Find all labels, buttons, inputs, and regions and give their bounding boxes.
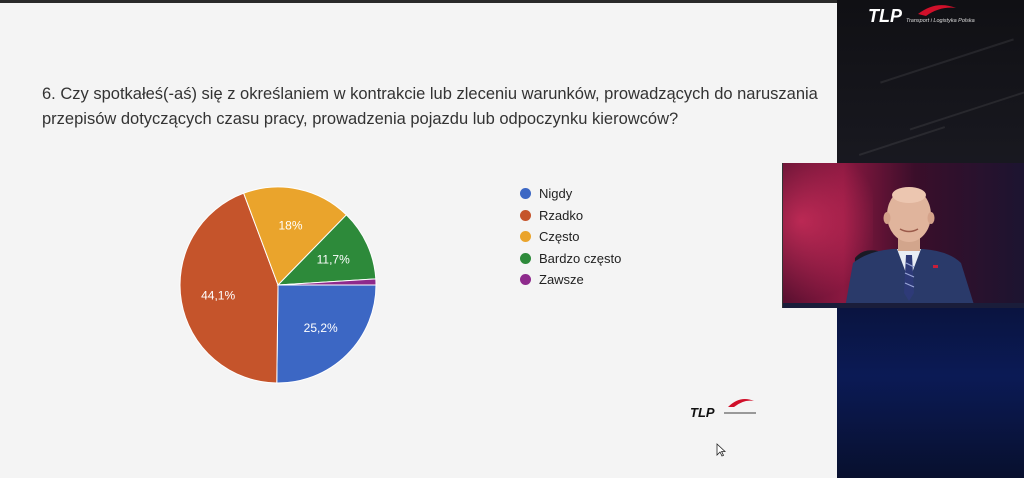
webcam-video (782, 163, 1024, 308)
pie-slice-bardzo-często (276, 214, 377, 286)
chart-legend: Nigdy Rzadko Często Bardzo często Zawsze (520, 183, 621, 291)
legend-swatch (520, 252, 531, 264)
pie-chart: 25,2% 44,1% 18% 11,7% (179, 186, 377, 384)
legend-item-rzadko: Rzadko (520, 205, 621, 227)
legend-label: Rzadko (539, 207, 584, 223)
survey-question: 6. Czy spotkałeś(-aś) się z określaniem … (42, 85, 818, 128)
pie-slice-zawsze (277, 278, 377, 286)
slide-logo-text: TLP (690, 405, 715, 420)
video-bottom-panel (837, 308, 1024, 478)
decorative-streak (909, 91, 1024, 131)
top-logo-swoosh (918, 5, 956, 16)
legend-swatch (520, 188, 531, 200)
pie-slice-nigdy (276, 284, 377, 384)
logo-swoosh (728, 399, 754, 407)
legend-item-bardzo-często: Bardzo często (520, 248, 621, 270)
tlp-logo-small: TLP (690, 399, 756, 420)
webcam-bottom-bar (783, 303, 1024, 308)
legend-swatch (520, 274, 531, 286)
legend-label: Nigdy (539, 186, 573, 202)
presentation-slide: 6. Czy spotkałeś(-aś) się z określaniem … (0, 0, 837, 478)
legend-label: Bardzo często (539, 250, 622, 266)
legend-label: Zawsze (539, 272, 584, 288)
legend-item-nigdy: Nigdy (520, 183, 621, 205)
pie-label-często: 18% (278, 219, 302, 233)
pie-label-rzadko: 44,1% (201, 288, 235, 302)
top-strip (0, 0, 837, 3)
pie-label-nigdy: 25,2% (304, 321, 338, 335)
presenter-silhouette (845, 187, 975, 308)
legend-item-zawsze: Zawsze (520, 269, 621, 291)
legend-swatch (520, 209, 531, 221)
pie-slice-rzadko (179, 192, 279, 384)
decorative-streak (880, 38, 1014, 84)
decorative-streak (858, 126, 946, 156)
top-logo-subtitle: Transport i Logistyka Polska (906, 18, 975, 24)
pie-label-bardzo-często: 11,7% (317, 253, 350, 267)
legend-label: Często (539, 229, 580, 245)
legend-swatch (520, 231, 531, 243)
top-logo-text: TLP (868, 6, 903, 26)
pie-slice-często (243, 186, 348, 286)
logo-underline (724, 412, 756, 414)
legend-item-często: Często (520, 226, 621, 248)
tlp-logo-top: TLP Transport i Logistyka Polska (868, 5, 975, 26)
mouse-pointer-icon (716, 443, 726, 457)
